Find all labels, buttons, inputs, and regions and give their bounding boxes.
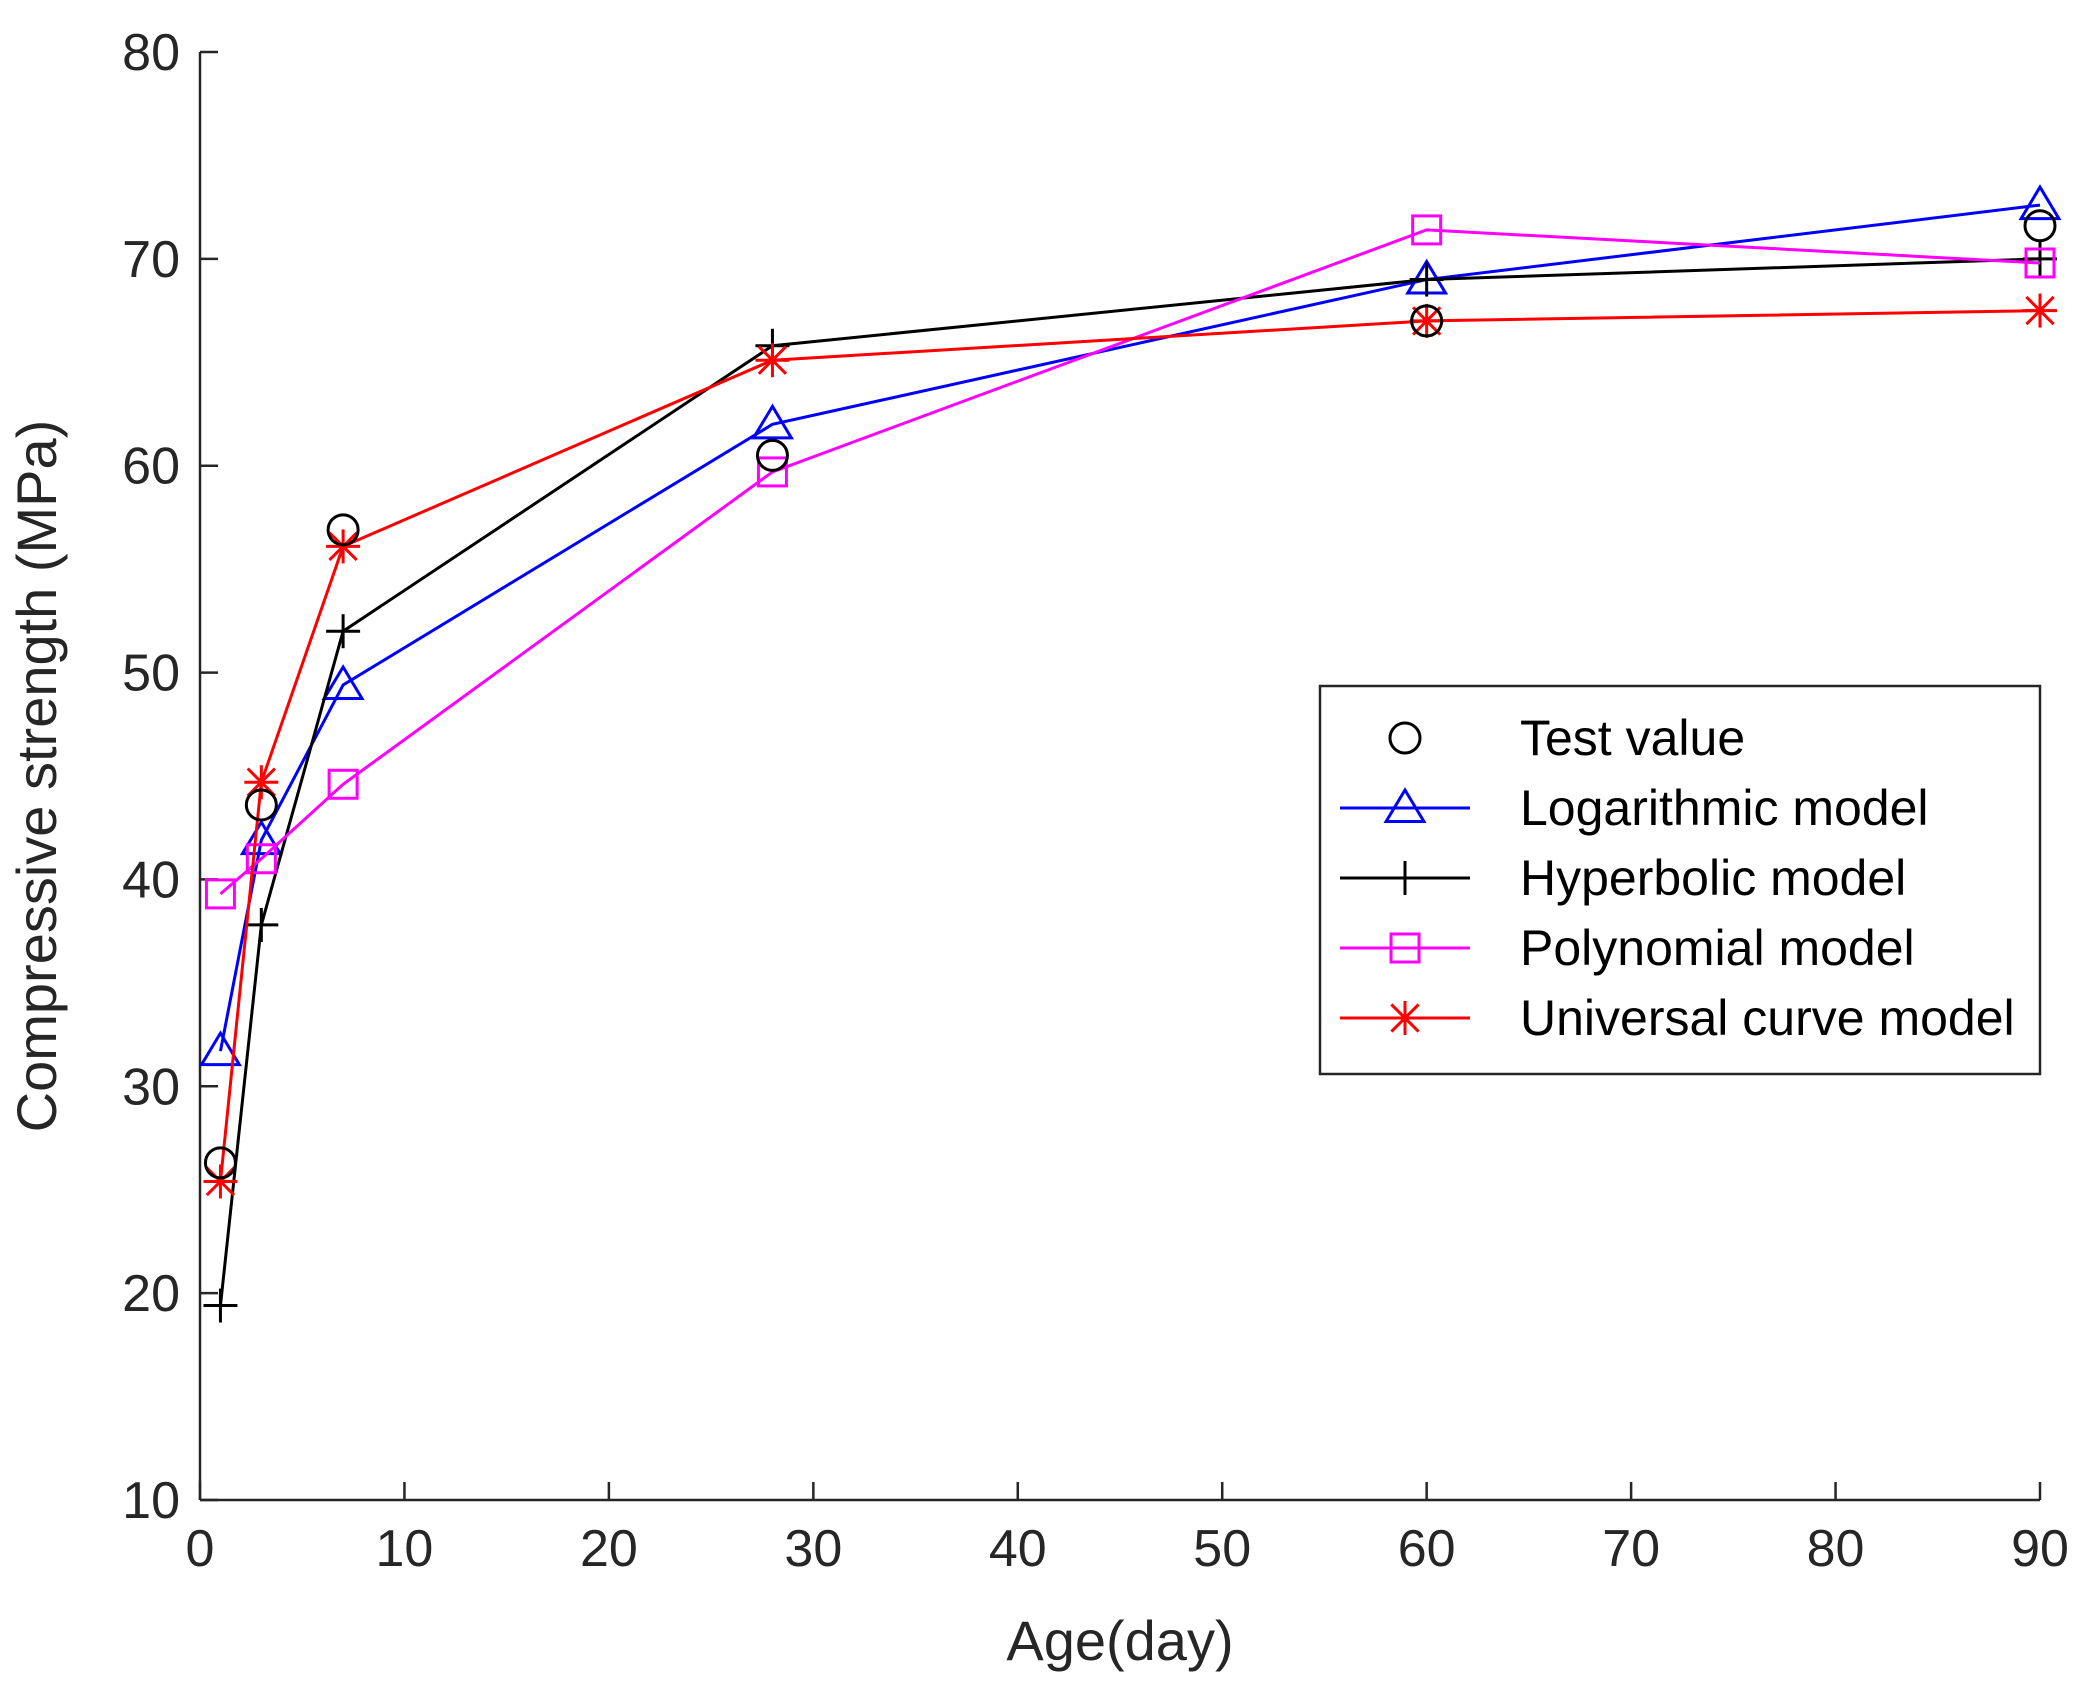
point-polynomial-model-0 <box>204 878 236 910</box>
line-hyperbolic-model <box>218 257 2041 1306</box>
point-universal-curve-model-5-d2 <box>2025 295 2055 326</box>
point-universal-curve-model-3 <box>755 343 790 378</box>
x-tick-label-30: 30 <box>784 1520 842 1578</box>
legend-label-test-value: Test value <box>1520 710 1745 766</box>
x-tick-label-10: 10 <box>376 1520 434 1578</box>
series-layer <box>198 184 2062 1323</box>
legend-label-logarithmic-model: Logarithmic model <box>1520 780 1929 836</box>
point-universal-curve-model-2 <box>326 529 361 564</box>
x-axis-title: Age(day) <box>1006 1609 1233 1672</box>
point-hyperbolic-model-2 <box>326 614 361 649</box>
point-polynomial-model-3 <box>756 456 788 488</box>
legend-marker-polynomial-model <box>1389 932 1421 964</box>
point-test-value-4 <box>1410 304 1444 338</box>
x-tick-label-50: 50 <box>1193 1520 1251 1578</box>
point-hyperbolic-model-1 <box>244 907 279 942</box>
legend-marker-universal-curve-model-d2 <box>1390 1003 1420 1033</box>
legend: Test value Logarithmic model Hyperbolic mo… <box>1318 684 2042 1076</box>
series-hyperbolic-model <box>203 241 2057 1323</box>
y-tick-label-20: 20 <box>122 1265 180 1323</box>
point-logarithmic-model-5 <box>2018 184 2062 221</box>
legend-item-hyperbolic-model: Hyperbolic model <box>1340 850 1906 906</box>
legend-label-hyperbolic-model: Hyperbolic model <box>1520 850 1906 906</box>
point-universal-curve-model-0 <box>203 1164 238 1199</box>
point-test-value-3 <box>755 438 789 472</box>
point-universal-curve-model-5 <box>2023 293 2057 328</box>
point-universal-curve-model-2-d2 <box>328 531 358 562</box>
y-tick-label-40: 40 <box>122 851 180 909</box>
legend-box <box>1318 684 2042 1076</box>
x-tick-label-40: 40 <box>989 1520 1047 1578</box>
line-polynomial-model <box>219 228 2041 896</box>
line-universal-curve-model <box>218 309 2041 1182</box>
point-test-value-5 <box>2023 209 2057 243</box>
x-tick-label-0: 0 <box>186 1520 215 1578</box>
point-logarithmic-model-0 <box>198 1030 242 1067</box>
axes: 0 10 20 30 40 50 60 70 80 901020304050607080Age(d… <box>5 24 2069 1672</box>
y-tick-label-70: 70 <box>122 231 180 289</box>
y-tick-label-50: 50 <box>122 645 180 703</box>
legend-label-universal-curve-model: Universal curve model <box>1520 990 2015 1046</box>
legend-label-polynomial-model: Polynomial model <box>1520 920 1915 976</box>
point-polynomial-model-5 <box>2024 247 2056 279</box>
x-tick-label-20: 20 <box>580 1520 638 1578</box>
legend-marker-universal-curve-model <box>1388 1001 1422 1035</box>
series-universal-curve-model <box>203 293 2057 1199</box>
point-hyperbolic-model-0 <box>203 1288 238 1323</box>
legend-item-polynomial-model: Polynomial model <box>1340 920 1915 976</box>
series-test-value <box>203 209 2057 1180</box>
point-universal-curve-model-4 <box>1409 303 1444 338</box>
point-polynomial-model-1 <box>245 843 277 875</box>
x-tick-label-90: 90 <box>2011 1520 2069 1578</box>
x-tick-label-60: 60 <box>1398 1520 1456 1578</box>
point-test-value-1 <box>244 788 278 822</box>
series-logarithmic-model <box>198 184 2062 1067</box>
point-logarithmic-model-3 <box>750 403 794 440</box>
y-tick-label-30: 30 <box>122 1058 180 1116</box>
x-tick-label-70: 70 <box>1602 1520 1660 1578</box>
point-logarithmic-model-2 <box>321 664 365 700</box>
point-universal-curve-model-3-d2 <box>757 345 788 375</box>
point-universal-curve-model-0-d2 <box>205 1166 236 1197</box>
series-polynomial-model <box>204 214 2056 910</box>
point-universal-curve-model-4-d2 <box>1412 306 1442 336</box>
legend-marker-logarithmic-model <box>1383 787 1427 823</box>
legend-marker-hyperbolic-model <box>1388 861 1422 895</box>
y-tick-label-60: 60 <box>122 438 180 496</box>
y-tick-label-80: 80 <box>122 24 180 82</box>
point-test-value-0 <box>203 1146 237 1180</box>
point-hyperbolic-model-4 <box>1409 262 1444 297</box>
point-polynomial-model-2 <box>327 768 359 800</box>
point-logarithmic-model-1 <box>239 819 283 856</box>
legend-item-logarithmic-model: Logarithmic model <box>1340 780 1929 836</box>
y-axis-title: Compressive strength (MPa) <box>5 420 68 1133</box>
y-tick-label-10: 10 <box>122 1472 180 1530</box>
x-tick-label-80: 80 <box>1807 1520 1865 1578</box>
legend-item-universal-curve-model: Universal curve model <box>1340 990 2015 1046</box>
point-polynomial-model-4 <box>1411 214 1443 246</box>
legend-marker-test-value <box>1388 721 1422 755</box>
point-test-value-2 <box>326 513 360 547</box>
line-logarithmic-model <box>218 203 2041 1052</box>
legend-item-test-value: Test value <box>1388 710 1745 766</box>
